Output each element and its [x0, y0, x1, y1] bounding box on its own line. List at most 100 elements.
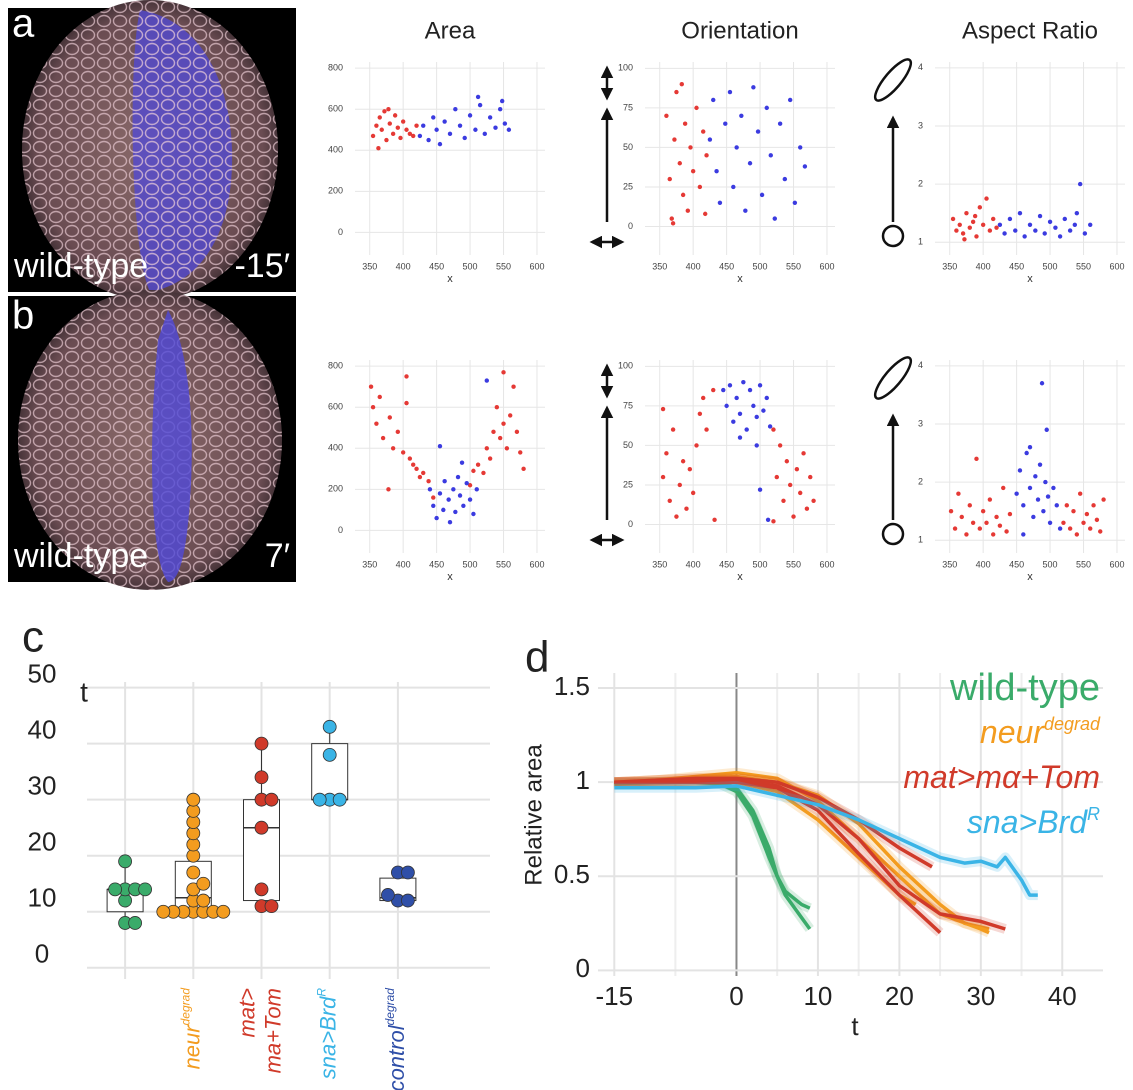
x-tick-label: 550 — [786, 261, 801, 271]
point — [751, 403, 756, 409]
point — [685, 208, 691, 213]
x-tick-label: 400 — [686, 559, 701, 569]
point — [493, 125, 498, 130]
x-tick-label: 500 — [463, 261, 478, 271]
point — [400, 893, 415, 908]
y-tick-label: 2 — [918, 476, 923, 486]
point — [411, 462, 416, 467]
point — [128, 916, 143, 930]
point — [1053, 225, 1058, 230]
y-tick-label: 1 — [918, 535, 923, 545]
point — [386, 487, 391, 492]
legend-name: mat>mα+Tom — [903, 759, 1100, 795]
point — [504, 446, 510, 451]
y-axis-label: Relative area — [520, 744, 547, 886]
label-sup: R — [315, 988, 329, 997]
point — [434, 515, 439, 521]
y-tick-label: 20 — [28, 827, 57, 857]
y-tick-label: 50 — [623, 440, 633, 450]
point — [1071, 508, 1076, 514]
point — [499, 98, 505, 104]
point — [497, 435, 503, 441]
x-tick-label: 350 — [652, 261, 667, 271]
point — [455, 474, 461, 480]
point — [1057, 526, 1063, 531]
point — [747, 161, 753, 166]
x-tick-label: 450 — [429, 261, 444, 271]
x-tick-label: 400 — [976, 261, 991, 271]
legend-name: wild-type — [949, 667, 1100, 709]
x-tick-label: 550 — [1076, 261, 1091, 271]
point — [741, 379, 746, 385]
point — [332, 792, 347, 807]
x-tick-label: 350 — [942, 559, 957, 569]
point — [380, 435, 386, 441]
point — [747, 387, 753, 393]
point — [690, 490, 696, 496]
point — [462, 135, 467, 141]
point — [312, 792, 327, 807]
point — [431, 495, 436, 500]
point — [487, 115, 493, 120]
point — [737, 411, 743, 416]
point — [679, 81, 684, 87]
point — [1013, 228, 1018, 233]
x-tick-label: 550 — [1076, 559, 1091, 569]
point — [667, 176, 672, 182]
point — [987, 497, 993, 502]
point — [734, 145, 739, 150]
point — [674, 514, 679, 519]
x-tick-label: 350 — [942, 261, 957, 271]
x-tick-label: 600 — [1109, 261, 1124, 271]
y-tick-label: 40 — [28, 715, 57, 745]
point — [672, 137, 677, 142]
point — [118, 854, 132, 869]
point — [475, 462, 481, 467]
point — [755, 129, 761, 134]
point — [387, 121, 392, 126]
point — [453, 107, 458, 112]
y-tick-label: 1 — [576, 765, 590, 795]
legend-sup: degrad — [1044, 714, 1101, 734]
legend-name: neur — [980, 714, 1045, 750]
point — [667, 498, 672, 503]
point — [1047, 219, 1053, 225]
point — [1047, 520, 1053, 525]
x-tick-label: 500 — [753, 261, 768, 271]
y-tick-label: 3 — [918, 120, 923, 130]
point — [677, 161, 682, 166]
point — [453, 509, 458, 515]
point — [952, 526, 958, 531]
point — [781, 498, 786, 503]
y-tick-label: 0 — [628, 221, 633, 231]
y-tick-label: 600 — [328, 402, 343, 412]
point — [962, 237, 967, 242]
point — [711, 387, 716, 393]
point — [1041, 508, 1046, 514]
point — [960, 231, 966, 236]
point — [511, 384, 516, 389]
point — [322, 747, 337, 762]
point — [434, 127, 439, 132]
y-tick-label: 2 — [918, 178, 923, 188]
plot-bg — [935, 360, 1125, 553]
y-tick-label: 4 — [918, 62, 923, 72]
image-time: 7′ — [265, 537, 290, 575]
x-tick-label: 450 — [1009, 261, 1024, 271]
point — [1064, 503, 1069, 508]
point — [950, 216, 956, 222]
point — [1072, 222, 1078, 227]
point — [970, 219, 976, 225]
point — [457, 493, 463, 498]
point — [956, 491, 961, 496]
point — [156, 904, 171, 919]
point — [1044, 427, 1049, 432]
point — [792, 200, 798, 205]
point — [984, 196, 989, 201]
point — [441, 507, 446, 513]
point — [254, 736, 269, 751]
point — [798, 145, 803, 150]
x-tick-label: ma+Tom — [260, 988, 285, 1073]
point — [727, 383, 733, 388]
